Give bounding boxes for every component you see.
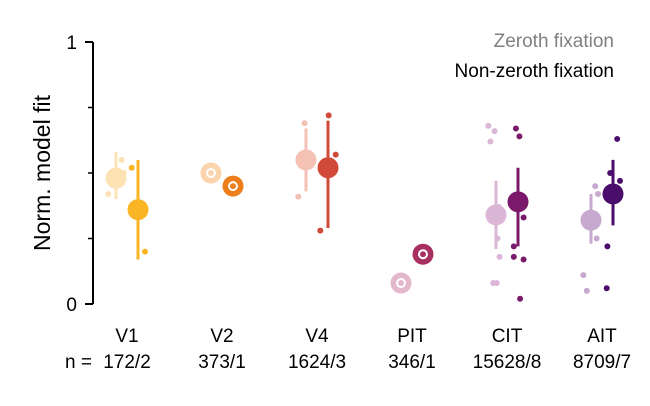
nonzeroth-point-v4: [317, 227, 324, 234]
y-tick-label: 1: [66, 33, 77, 54]
nonzeroth-mean-marker-cit: [507, 191, 529, 213]
nonzeroth-mean-marker-ait: [602, 183, 624, 205]
nonzeroth-point-cit: [520, 214, 527, 221]
x-tick-label-v2: V2: [210, 326, 233, 347]
nonzeroth-point-cit: [512, 125, 519, 132]
zeroth-point-ait: [595, 190, 601, 197]
x-tick-label-v1: V1: [115, 326, 138, 347]
zeroth-mean-marker-v1: [105, 167, 127, 189]
zeroth-mean-marker-pit: [390, 272, 412, 294]
y-tick-label: 0: [66, 295, 77, 316]
n-count-label-v2: 373/1: [198, 352, 246, 373]
zeroth-mean-marker-hole-v2: [206, 168, 216, 178]
nonzeroth-point-v4: [332, 151, 339, 158]
zeroth-point-ait: [580, 272, 587, 279]
zeroth-point-v1: [118, 156, 125, 163]
nonzeroth-point-ait: [614, 135, 621, 142]
zeroth-point-cit: [485, 122, 492, 129]
nonzeroth-mean-marker-v4: [317, 157, 339, 179]
zeroth-mean-marker-ait: [580, 209, 602, 231]
zeroth-point-v4: [295, 193, 302, 200]
nonzeroth-point-cit: [517, 295, 524, 302]
n-count-label-v4: 1624/3: [288, 352, 346, 373]
n-count-label-v1: 172/2: [103, 352, 151, 373]
zeroth-mean-marker-v4: [295, 149, 317, 171]
x-tick-label-v4: V4: [305, 326, 329, 347]
zeroth-mean-marker-hole-pit: [396, 278, 406, 289]
nonzeroth-mean-marker-hole-pit: [418, 249, 428, 260]
legend-zeroth-label: Zeroth fixation: [494, 31, 614, 52]
y-axis-title: Norm. model fit: [29, 94, 55, 251]
legend-nonzeroth-label: Non-zeroth fixation: [455, 61, 614, 82]
nonzeroth-mean-marker-hole-v2: [228, 181, 238, 192]
zeroth-mean-marker-cit: [485, 204, 507, 226]
nonzeroth-point-v1: [128, 164, 135, 171]
nonzeroth-point-ait: [604, 243, 611, 250]
zeroth-point-cit: [487, 138, 494, 145]
zeroth-point-v4: [301, 120, 308, 127]
nonzeroth-mean-marker-v1: [127, 199, 149, 221]
n-count-label-cit: 15628/8: [473, 352, 542, 373]
zeroth-point-ait: [593, 235, 600, 242]
nonzeroth-mean-marker-pit: [412, 243, 434, 265]
zeroth-point-cit: [491, 128, 498, 135]
x-tick-label-ait: AIT: [587, 326, 617, 347]
zeroth-point-cit: [493, 280, 500, 287]
zeroth-point-cit: [496, 253, 503, 260]
nonzeroth-point-v1: [142, 248, 148, 255]
n-prefix-label: n =: [65, 352, 92, 373]
nonzeroth-point-v4: [325, 112, 332, 119]
nonzeroth-point-cit: [516, 133, 523, 140]
zeroth-point-ait: [583, 287, 590, 294]
n-count-label-ait: 8709/7: [573, 352, 631, 373]
nonzeroth-point-cit: [520, 256, 527, 263]
zeroth-point-ait: [592, 183, 599, 190]
nonzeroth-mean-marker-v2: [222, 175, 244, 197]
zeroth-mean-marker-v2: [200, 162, 222, 184]
nonzeroth-point-ait: [603, 285, 610, 292]
x-tick-label-cit: CIT: [492, 326, 523, 347]
nonzeroth-point-cit: [510, 253, 517, 260]
nonzeroth-point-cit: [510, 243, 517, 250]
nonzeroth-point-ait: [617, 177, 623, 184]
zeroth-point-v1: [105, 190, 112, 197]
x-tick-label-pit: PIT: [397, 326, 427, 347]
n-count-label-pit: 346/1: [388, 352, 436, 373]
